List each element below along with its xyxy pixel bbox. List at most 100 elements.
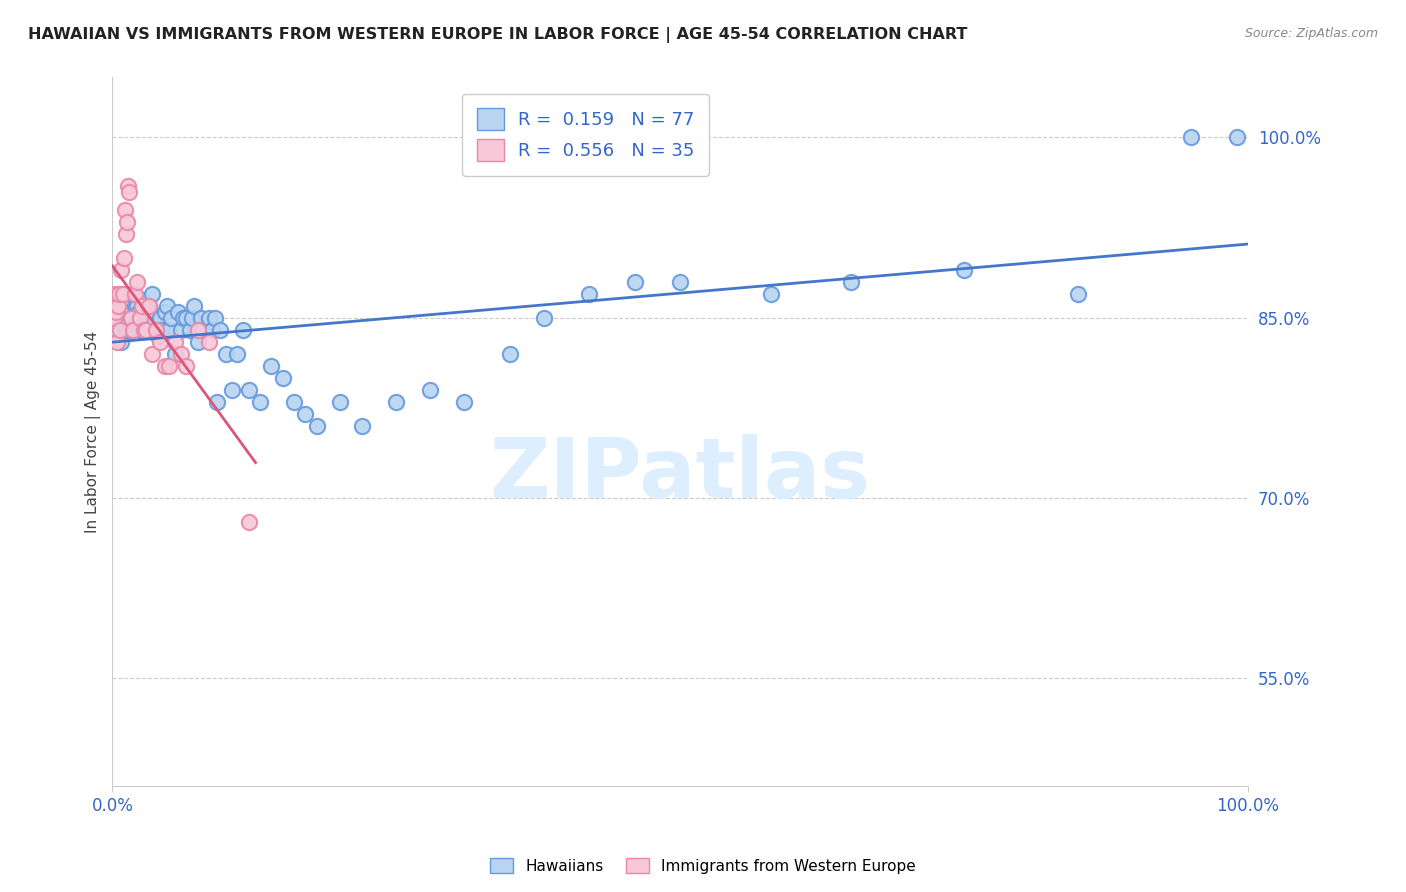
Point xyxy=(131,299,153,313)
Point xyxy=(180,310,202,325)
Point xyxy=(209,323,232,337)
Point xyxy=(114,304,136,318)
Point xyxy=(1180,130,1202,145)
Point xyxy=(125,317,148,331)
Point xyxy=(114,202,136,217)
Point xyxy=(174,359,197,373)
Point xyxy=(110,334,132,349)
Point xyxy=(103,310,125,325)
Point xyxy=(108,286,131,301)
Point xyxy=(271,370,294,384)
Point xyxy=(187,334,209,349)
Point xyxy=(1066,286,1088,301)
Point xyxy=(669,275,692,289)
Point xyxy=(163,334,186,349)
Point xyxy=(157,323,180,337)
Point xyxy=(249,394,271,409)
Point xyxy=(385,394,408,409)
Point xyxy=(174,310,197,325)
Text: Source: ZipAtlas.com: Source: ZipAtlas.com xyxy=(1244,27,1378,40)
Point xyxy=(139,304,162,318)
Point xyxy=(238,515,260,529)
Point xyxy=(453,394,475,409)
Point xyxy=(221,383,243,397)
Point xyxy=(623,275,645,289)
Point xyxy=(135,323,157,337)
Point xyxy=(124,299,146,313)
Point xyxy=(115,214,138,228)
Point xyxy=(107,299,129,313)
Point xyxy=(167,304,190,318)
Point xyxy=(201,323,224,337)
Point xyxy=(260,359,283,373)
Point xyxy=(134,323,156,337)
Point xyxy=(105,334,128,349)
Point xyxy=(283,394,305,409)
Point xyxy=(153,359,176,373)
Point xyxy=(160,310,183,325)
Point xyxy=(238,383,260,397)
Y-axis label: In Labor Force | Age 45-54: In Labor Force | Age 45-54 xyxy=(86,331,101,533)
Point xyxy=(153,304,176,318)
Point xyxy=(183,299,205,313)
Point xyxy=(190,310,212,325)
Point xyxy=(533,310,555,325)
Point xyxy=(305,418,328,433)
Point xyxy=(499,347,522,361)
Point xyxy=(111,286,134,301)
Point xyxy=(107,299,129,313)
Point xyxy=(138,299,160,313)
Legend: Hawaiians, Immigrants from Western Europe: Hawaiians, Immigrants from Western Europ… xyxy=(484,852,922,880)
Point xyxy=(172,310,194,325)
Point xyxy=(145,323,167,337)
Point xyxy=(141,286,163,301)
Point xyxy=(128,323,150,337)
Point xyxy=(149,310,172,325)
Point xyxy=(115,323,138,337)
Point xyxy=(120,310,142,325)
Point xyxy=(118,323,141,337)
Text: ZIPatlas: ZIPatlas xyxy=(489,434,870,515)
Point xyxy=(131,293,153,307)
Legend: R =  0.159   N = 77, R =  0.556   N = 35: R = 0.159 N = 77, R = 0.556 N = 35 xyxy=(463,94,709,176)
Point xyxy=(150,323,173,337)
Point xyxy=(294,407,316,421)
Point xyxy=(179,323,201,337)
Text: HAWAIIAN VS IMMIGRANTS FROM WESTERN EUROPE IN LABOR FORCE | AGE 45-54 CORRELATIO: HAWAIIAN VS IMMIGRANTS FROM WESTERN EURO… xyxy=(28,27,967,43)
Point xyxy=(198,334,221,349)
Point xyxy=(134,304,156,318)
Point xyxy=(127,275,149,289)
Point xyxy=(145,323,167,337)
Point xyxy=(1226,130,1249,145)
Point xyxy=(117,299,139,313)
Point xyxy=(110,323,132,337)
Point xyxy=(135,323,157,337)
Point xyxy=(127,299,149,313)
Point xyxy=(138,299,160,313)
Point xyxy=(215,347,238,361)
Point xyxy=(226,347,249,361)
Point xyxy=(156,299,179,313)
Point xyxy=(232,323,254,337)
Point xyxy=(149,334,172,349)
Point xyxy=(132,323,155,337)
Point xyxy=(120,310,142,325)
Point xyxy=(205,394,228,409)
Point xyxy=(169,323,191,337)
Point xyxy=(187,323,209,337)
Point xyxy=(117,178,139,193)
Point xyxy=(104,323,127,337)
Point xyxy=(328,394,350,409)
Point xyxy=(193,323,215,337)
Point xyxy=(352,418,374,433)
Point xyxy=(157,359,180,373)
Point xyxy=(104,310,127,325)
Point xyxy=(129,310,152,325)
Point xyxy=(141,347,163,361)
Point xyxy=(128,310,150,325)
Point xyxy=(419,383,441,397)
Point xyxy=(169,347,191,361)
Point xyxy=(104,286,127,301)
Point xyxy=(759,286,782,301)
Point xyxy=(112,251,135,265)
